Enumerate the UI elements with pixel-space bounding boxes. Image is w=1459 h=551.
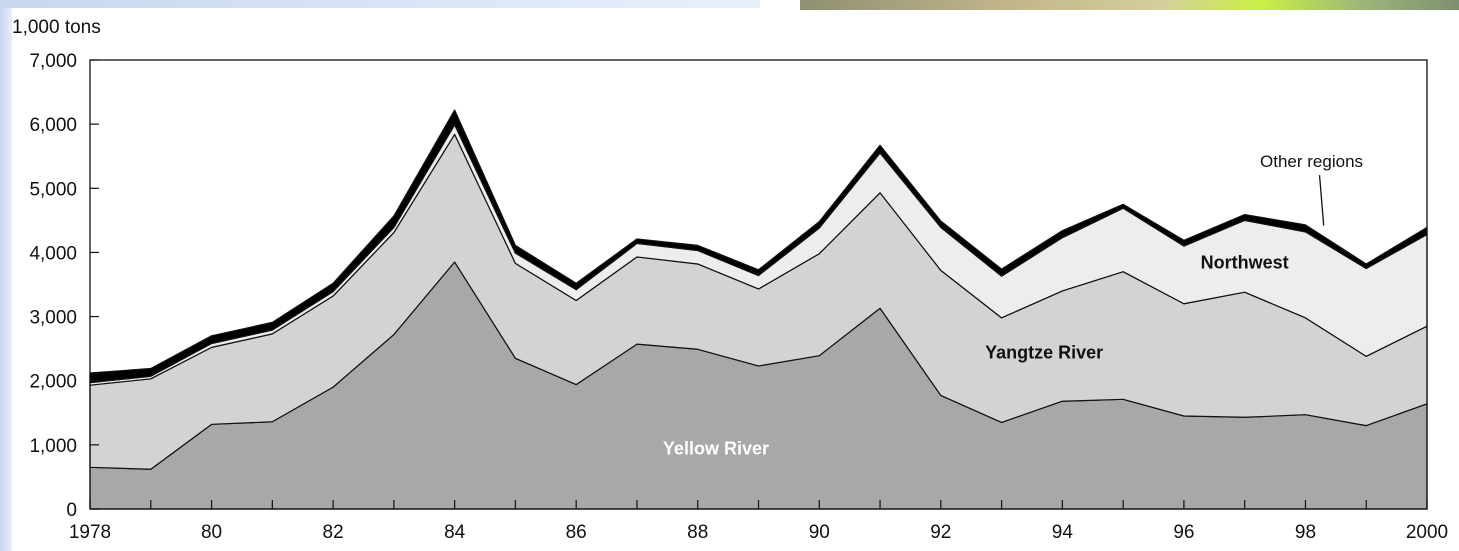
y-tick-label: 2,000 <box>29 372 77 393</box>
y-tick-label: 7,000 <box>29 51 77 72</box>
annotation-group: Yellow River Yangtze River Northwest Other … <box>663 152 1363 458</box>
axes-group: 0 1,000 2,000 3,000 4,000 5,000 6,000 7,000 1978… <box>29 51 1448 543</box>
x-tick-label: 94 <box>1052 522 1074 543</box>
annotation-yangtze-river: Yangtze River <box>985 342 1103 362</box>
background-photo-strip <box>800 0 1459 10</box>
background-left-panel <box>0 0 12 551</box>
y-tick-label: 6,000 <box>29 115 77 136</box>
y-tick-label: 0 <box>66 500 77 521</box>
annotation-yellow-river: Yellow River <box>663 438 769 458</box>
annotation-pointer-line <box>1318 175 1325 226</box>
x-tick-label: 96 <box>1173 522 1194 543</box>
y-tick-label: 3,000 <box>29 308 77 329</box>
x-tick-label: 86 <box>566 522 587 543</box>
y-tick-label: 1,000 <box>29 436 77 457</box>
x-tick-label: 2000 <box>1406 522 1448 543</box>
annotation-other-regions: Other regions <box>1260 152 1363 171</box>
y-axis-unit-label: 1,000 tons <box>12 17 101 38</box>
x-tick-label: 90 <box>809 522 830 543</box>
x-tick-label: 80 <box>201 522 222 543</box>
annotation-northwest: Northwest <box>1201 252 1289 272</box>
x-tick-label: 84 <box>444 522 466 543</box>
y-tick-label: 5,000 <box>29 179 77 200</box>
x-tick-label: 98 <box>1295 522 1316 543</box>
x-tick-label: 1978 <box>69 522 111 543</box>
x-tick-label: 92 <box>930 522 951 543</box>
x-tick-label: 88 <box>687 522 708 543</box>
background-top-band <box>0 0 760 8</box>
x-tick-label: 82 <box>323 522 344 543</box>
area-series-group <box>89 60 1428 510</box>
y-tick-label: 4,000 <box>29 243 77 264</box>
